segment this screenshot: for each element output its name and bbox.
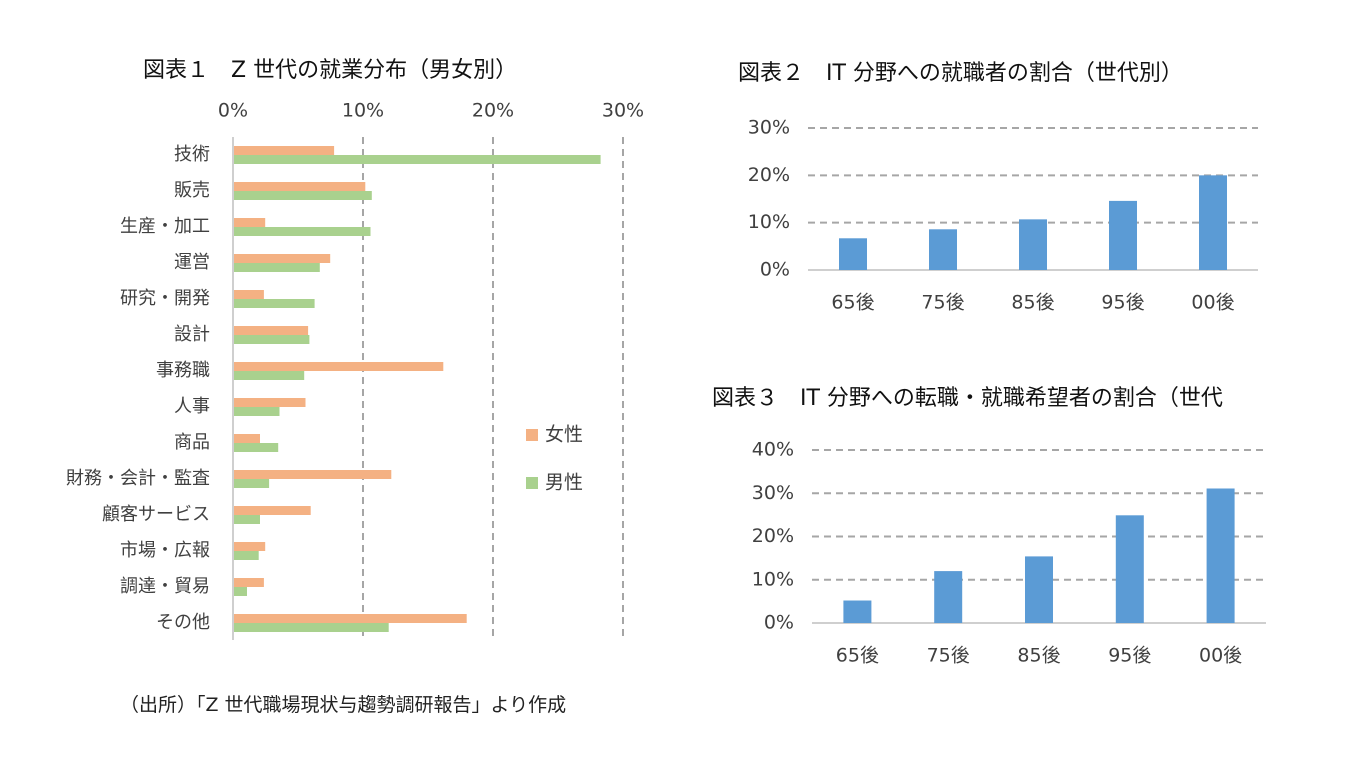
chart1-category-label: 財務・会計・監査 xyxy=(66,468,210,489)
chart1-bar-male xyxy=(234,479,270,488)
chart3-category-label: 95後 xyxy=(1108,645,1151,667)
chart1-bar-male xyxy=(234,407,280,416)
chart1-bar-female xyxy=(234,362,444,371)
chart1-category-label: 販売 xyxy=(174,180,210,201)
chart2-bar xyxy=(1019,219,1047,270)
chart1-bar-male xyxy=(234,191,372,200)
chart2-y-tick-label: 10% xyxy=(748,211,790,233)
chart3-bar xyxy=(843,600,872,623)
chart2-title: 図表２ IT 分野への就職者の割合（世代別） xyxy=(738,61,1183,86)
chart3-bar xyxy=(1115,515,1144,623)
chart3-y-tick-label: 40% xyxy=(752,439,794,461)
chart2-category-label: 65後 xyxy=(831,292,874,314)
chart2-category-label: 85後 xyxy=(1011,292,1054,314)
chart1-title: 図表１ Z 世代の就業分布（男女別） xyxy=(143,58,518,83)
chart3-bar xyxy=(934,571,963,623)
chart2-bar xyxy=(929,229,957,270)
chart1-legend-swatch xyxy=(526,477,538,489)
chart2-category-label: 95後 xyxy=(1101,292,1144,314)
chart1-x-tick-label: 10% xyxy=(342,100,384,122)
chart1-category-label: 技術 xyxy=(174,144,210,165)
chart1-bar-female xyxy=(234,470,392,479)
chart1-x-tick-label: 0% xyxy=(218,100,248,122)
chart1-legend-label: 女性 xyxy=(545,424,583,446)
chart1-bar-male xyxy=(234,155,601,164)
chart1-bar-female xyxy=(234,182,366,191)
chart1-category-label: 顧客サービス xyxy=(102,504,210,525)
chart1-category-label: 生産・加工 xyxy=(120,216,210,237)
chart1-bar-male xyxy=(234,551,259,560)
chart2-bar xyxy=(1109,200,1137,270)
chart1-bar-male xyxy=(234,299,315,308)
chart1-category-label: 研究・開発 xyxy=(120,288,210,309)
chart3-y-tick-label: 30% xyxy=(752,482,794,504)
chart1-bar-female xyxy=(234,614,467,623)
chart1-bar-female xyxy=(234,398,306,407)
chart1-category-label: 調達・貿易 xyxy=(120,576,210,597)
chart1-bar-female xyxy=(234,542,266,551)
chart1-legend-label: 男性 xyxy=(545,472,583,494)
chart1-bar-male xyxy=(234,587,247,596)
chart1-category-label: 市場・広報 xyxy=(120,540,210,561)
chart1-bar-male xyxy=(234,623,389,632)
chart1-bar-male xyxy=(234,443,279,452)
chart1-legend-swatch xyxy=(526,429,538,441)
chart3-title: 図表３ IT 分野への転職・就職希望者の割合（世代 xyxy=(712,386,1223,411)
chart3-y-tick-label: 20% xyxy=(752,525,794,547)
chart1-bar-female xyxy=(234,254,331,263)
chart1-bar-female xyxy=(234,146,335,155)
chart2-bar xyxy=(839,238,867,270)
chart1-bar-male xyxy=(234,227,371,236)
chart1-category-label: 人事 xyxy=(174,396,210,417)
chart1-x-tick-label: 30% xyxy=(602,100,644,122)
chart3-category-label: 75後 xyxy=(927,645,970,667)
chart3-y-tick-label: 0% xyxy=(764,612,794,634)
chart2-y-tick-label: 20% xyxy=(748,164,790,186)
chart1-bar-female xyxy=(234,434,260,443)
chart2-category-label: 00後 xyxy=(1191,292,1234,314)
chart2-y-tick-label: 30% xyxy=(748,117,790,139)
chart1-bar-female xyxy=(234,290,264,299)
chart1-bar-male xyxy=(234,515,260,524)
chart1-bar-female xyxy=(234,218,266,227)
chart1-category-label: その他 xyxy=(156,612,210,633)
chart1-category-label: 設計 xyxy=(174,324,210,345)
chart1-category-label: 運営 xyxy=(174,252,210,273)
chart1-bar-male xyxy=(234,335,310,344)
chart2-category-label: 75後 xyxy=(921,292,964,314)
chart3-category-label: 85後 xyxy=(1017,645,1060,667)
chart1-bar-male xyxy=(234,263,320,272)
chart1-category-label: 商品 xyxy=(174,432,210,453)
chart1-x-tick-label: 20% xyxy=(472,100,514,122)
chart3-category-label: 65後 xyxy=(836,645,879,667)
chart3-category-label: 00後 xyxy=(1199,645,1242,667)
chart3-bar xyxy=(1025,556,1053,623)
chart1-category-label: 事務職 xyxy=(156,360,210,381)
chart3-bar xyxy=(1206,488,1235,623)
chart1-bar-female xyxy=(234,578,264,587)
source-note: （出所）「Z 世代職場現状与趨勢調研報告」より作成 xyxy=(120,694,567,716)
chart1-bar-male xyxy=(234,371,305,380)
chart1-bar-female xyxy=(234,506,311,515)
chart2-bar xyxy=(1199,175,1227,270)
chart1-bar-female xyxy=(234,326,309,335)
chart3-y-tick-label: 10% xyxy=(752,568,794,590)
chart2-y-tick-label: 0% xyxy=(760,259,790,281)
